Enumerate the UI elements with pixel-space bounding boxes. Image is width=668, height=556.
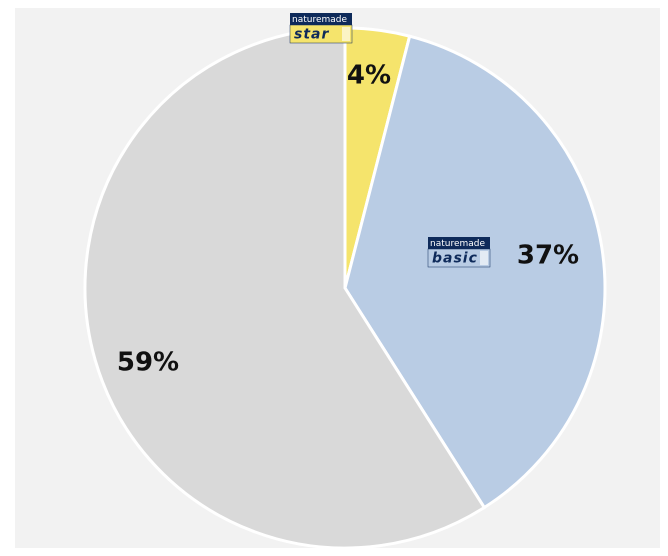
- value-label: 4%: [347, 61, 391, 91]
- logo-brand: naturemade: [292, 15, 347, 25]
- logo-brand: naturemade: [430, 239, 485, 249]
- logo-mark: [480, 251, 488, 265]
- value-label: 37%: [517, 241, 579, 271]
- logo-mark: [342, 27, 350, 41]
- logo-top: [428, 237, 490, 249]
- pie-slice: [83, 26, 487, 550]
- logo-category: basic: [432, 251, 478, 267]
- value-label: 59%: [117, 348, 179, 378]
- logo-bottom: [289, 24, 353, 44]
- logo-top: [290, 13, 352, 25]
- logo-bottom: [427, 248, 491, 268]
- logo-category: star: [294, 27, 329, 43]
